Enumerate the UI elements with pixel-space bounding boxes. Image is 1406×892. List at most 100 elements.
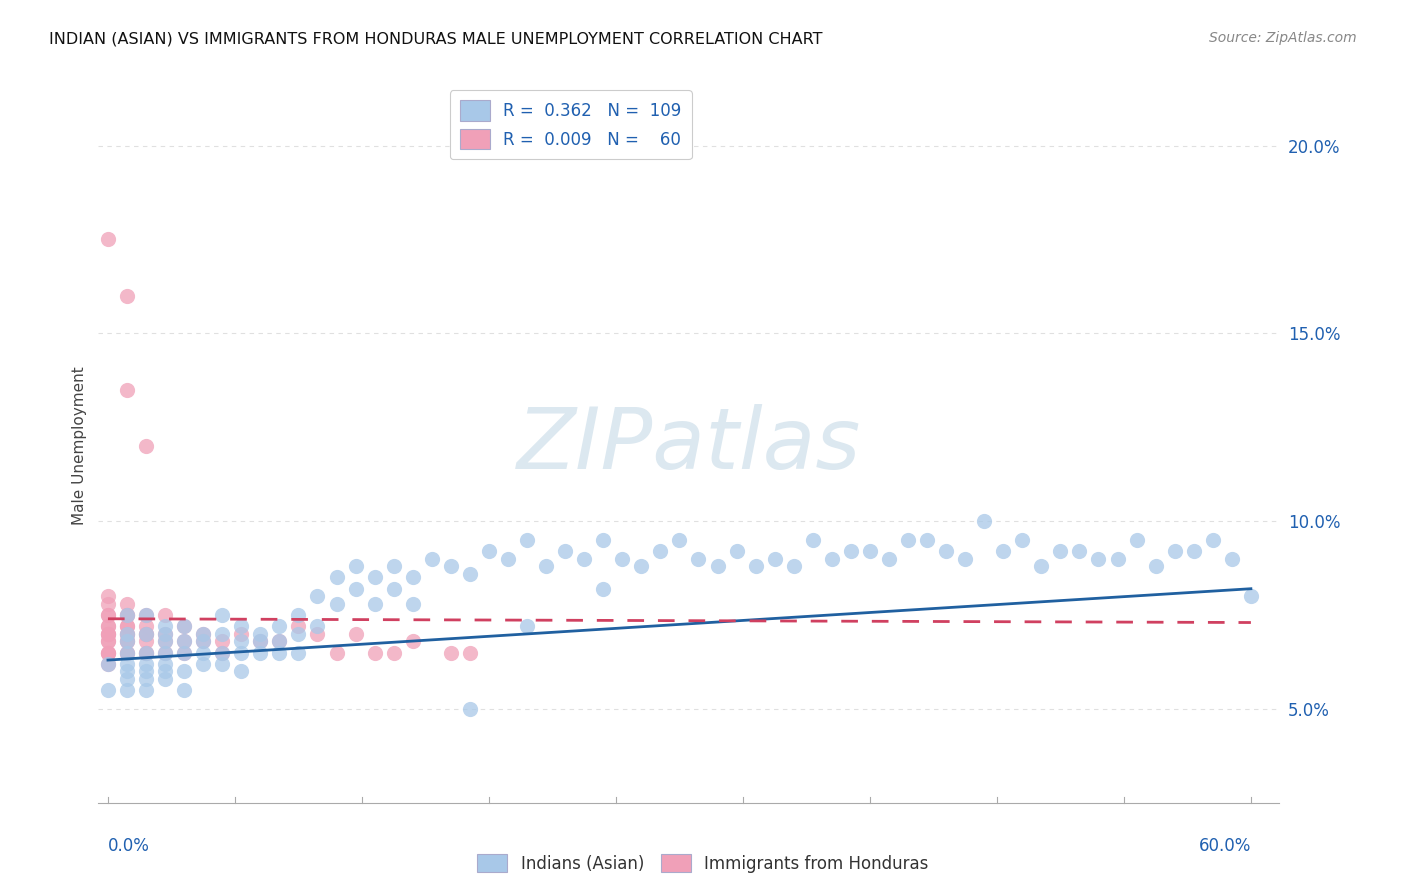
Point [859, 544, 882, 558]
Point [135, 634, 157, 648]
Point [135, 607, 157, 622]
Text: 60.0%: 60.0% [1198, 837, 1251, 855]
Point [458, 566, 481, 581]
Point [115, 607, 138, 622]
Point [344, 582, 367, 596]
Point [153, 646, 176, 660]
Point [97, 646, 120, 660]
Point [135, 627, 157, 641]
Point [153, 627, 176, 641]
Point [420, 551, 443, 566]
Point [650, 544, 672, 558]
Point [534, 559, 557, 574]
Point [287, 627, 309, 641]
Point [115, 683, 138, 698]
Point [287, 646, 309, 660]
Point [173, 646, 195, 660]
Point [115, 646, 138, 660]
Point [1125, 533, 1147, 547]
Point [249, 634, 271, 648]
Point [115, 665, 138, 679]
Point [115, 627, 138, 641]
Point [363, 570, 385, 584]
Point [402, 634, 425, 648]
Point [725, 544, 748, 558]
Text: INDIAN (ASIAN) VS IMMIGRANTS FROM HONDURAS MALE UNEMPLOYMENT CORRELATION CHART: INDIAN (ASIAN) VS IMMIGRANTS FROM HONDUR… [49, 31, 823, 46]
Point [440, 646, 463, 660]
Point [153, 634, 176, 648]
Y-axis label: Male Unemployment: Male Unemployment [72, 367, 87, 525]
Point [173, 683, 195, 698]
Point [744, 559, 766, 574]
Point [115, 597, 138, 611]
Point [993, 544, 1015, 558]
Point [269, 634, 291, 648]
Point [97, 657, 120, 671]
Point [115, 646, 138, 660]
Point [363, 597, 385, 611]
Point [193, 634, 215, 648]
Point [344, 559, 367, 574]
Point [877, 551, 900, 566]
Point [173, 634, 195, 648]
Point [668, 533, 690, 547]
Point [97, 627, 120, 641]
Point [572, 551, 595, 566]
Point [287, 607, 309, 622]
Point [115, 289, 138, 303]
Point [516, 619, 538, 633]
Point [630, 559, 652, 574]
Point [135, 657, 157, 671]
Point [153, 672, 176, 686]
Point [193, 646, 215, 660]
Point [458, 646, 481, 660]
Point [115, 657, 138, 671]
Point [115, 634, 138, 648]
Point [231, 619, 253, 633]
Point [153, 634, 176, 648]
Point [382, 582, 405, 596]
Point [115, 672, 138, 686]
Point [193, 657, 215, 671]
Point [231, 627, 253, 641]
Point [115, 619, 138, 633]
Point [325, 597, 347, 611]
Point [1049, 544, 1071, 558]
Point [269, 634, 291, 648]
Point [821, 551, 844, 566]
Point [173, 646, 195, 660]
Point [554, 544, 576, 558]
Point [382, 559, 405, 574]
Point [1144, 559, 1167, 574]
Point [115, 627, 138, 641]
Point [135, 672, 157, 686]
Point [115, 383, 138, 397]
Point [1220, 551, 1243, 566]
Point [1202, 533, 1225, 547]
Point [440, 559, 463, 574]
Point [135, 646, 157, 660]
Point [516, 533, 538, 547]
Point [115, 634, 138, 648]
Point [135, 627, 157, 641]
Point [1182, 544, 1205, 558]
Point [211, 646, 233, 660]
Point [135, 439, 157, 453]
Point [287, 619, 309, 633]
Point [763, 551, 786, 566]
Point [97, 634, 120, 648]
Point [153, 657, 176, 671]
Point [135, 646, 157, 660]
Point [115, 607, 138, 622]
Point [325, 570, 347, 584]
Point [973, 514, 995, 528]
Point [173, 619, 195, 633]
Point [193, 627, 215, 641]
Point [688, 551, 710, 566]
Point [231, 646, 253, 660]
Point [97, 646, 120, 660]
Point [307, 619, 329, 633]
Point [1240, 589, 1263, 603]
Point [135, 607, 157, 622]
Point [153, 646, 176, 660]
